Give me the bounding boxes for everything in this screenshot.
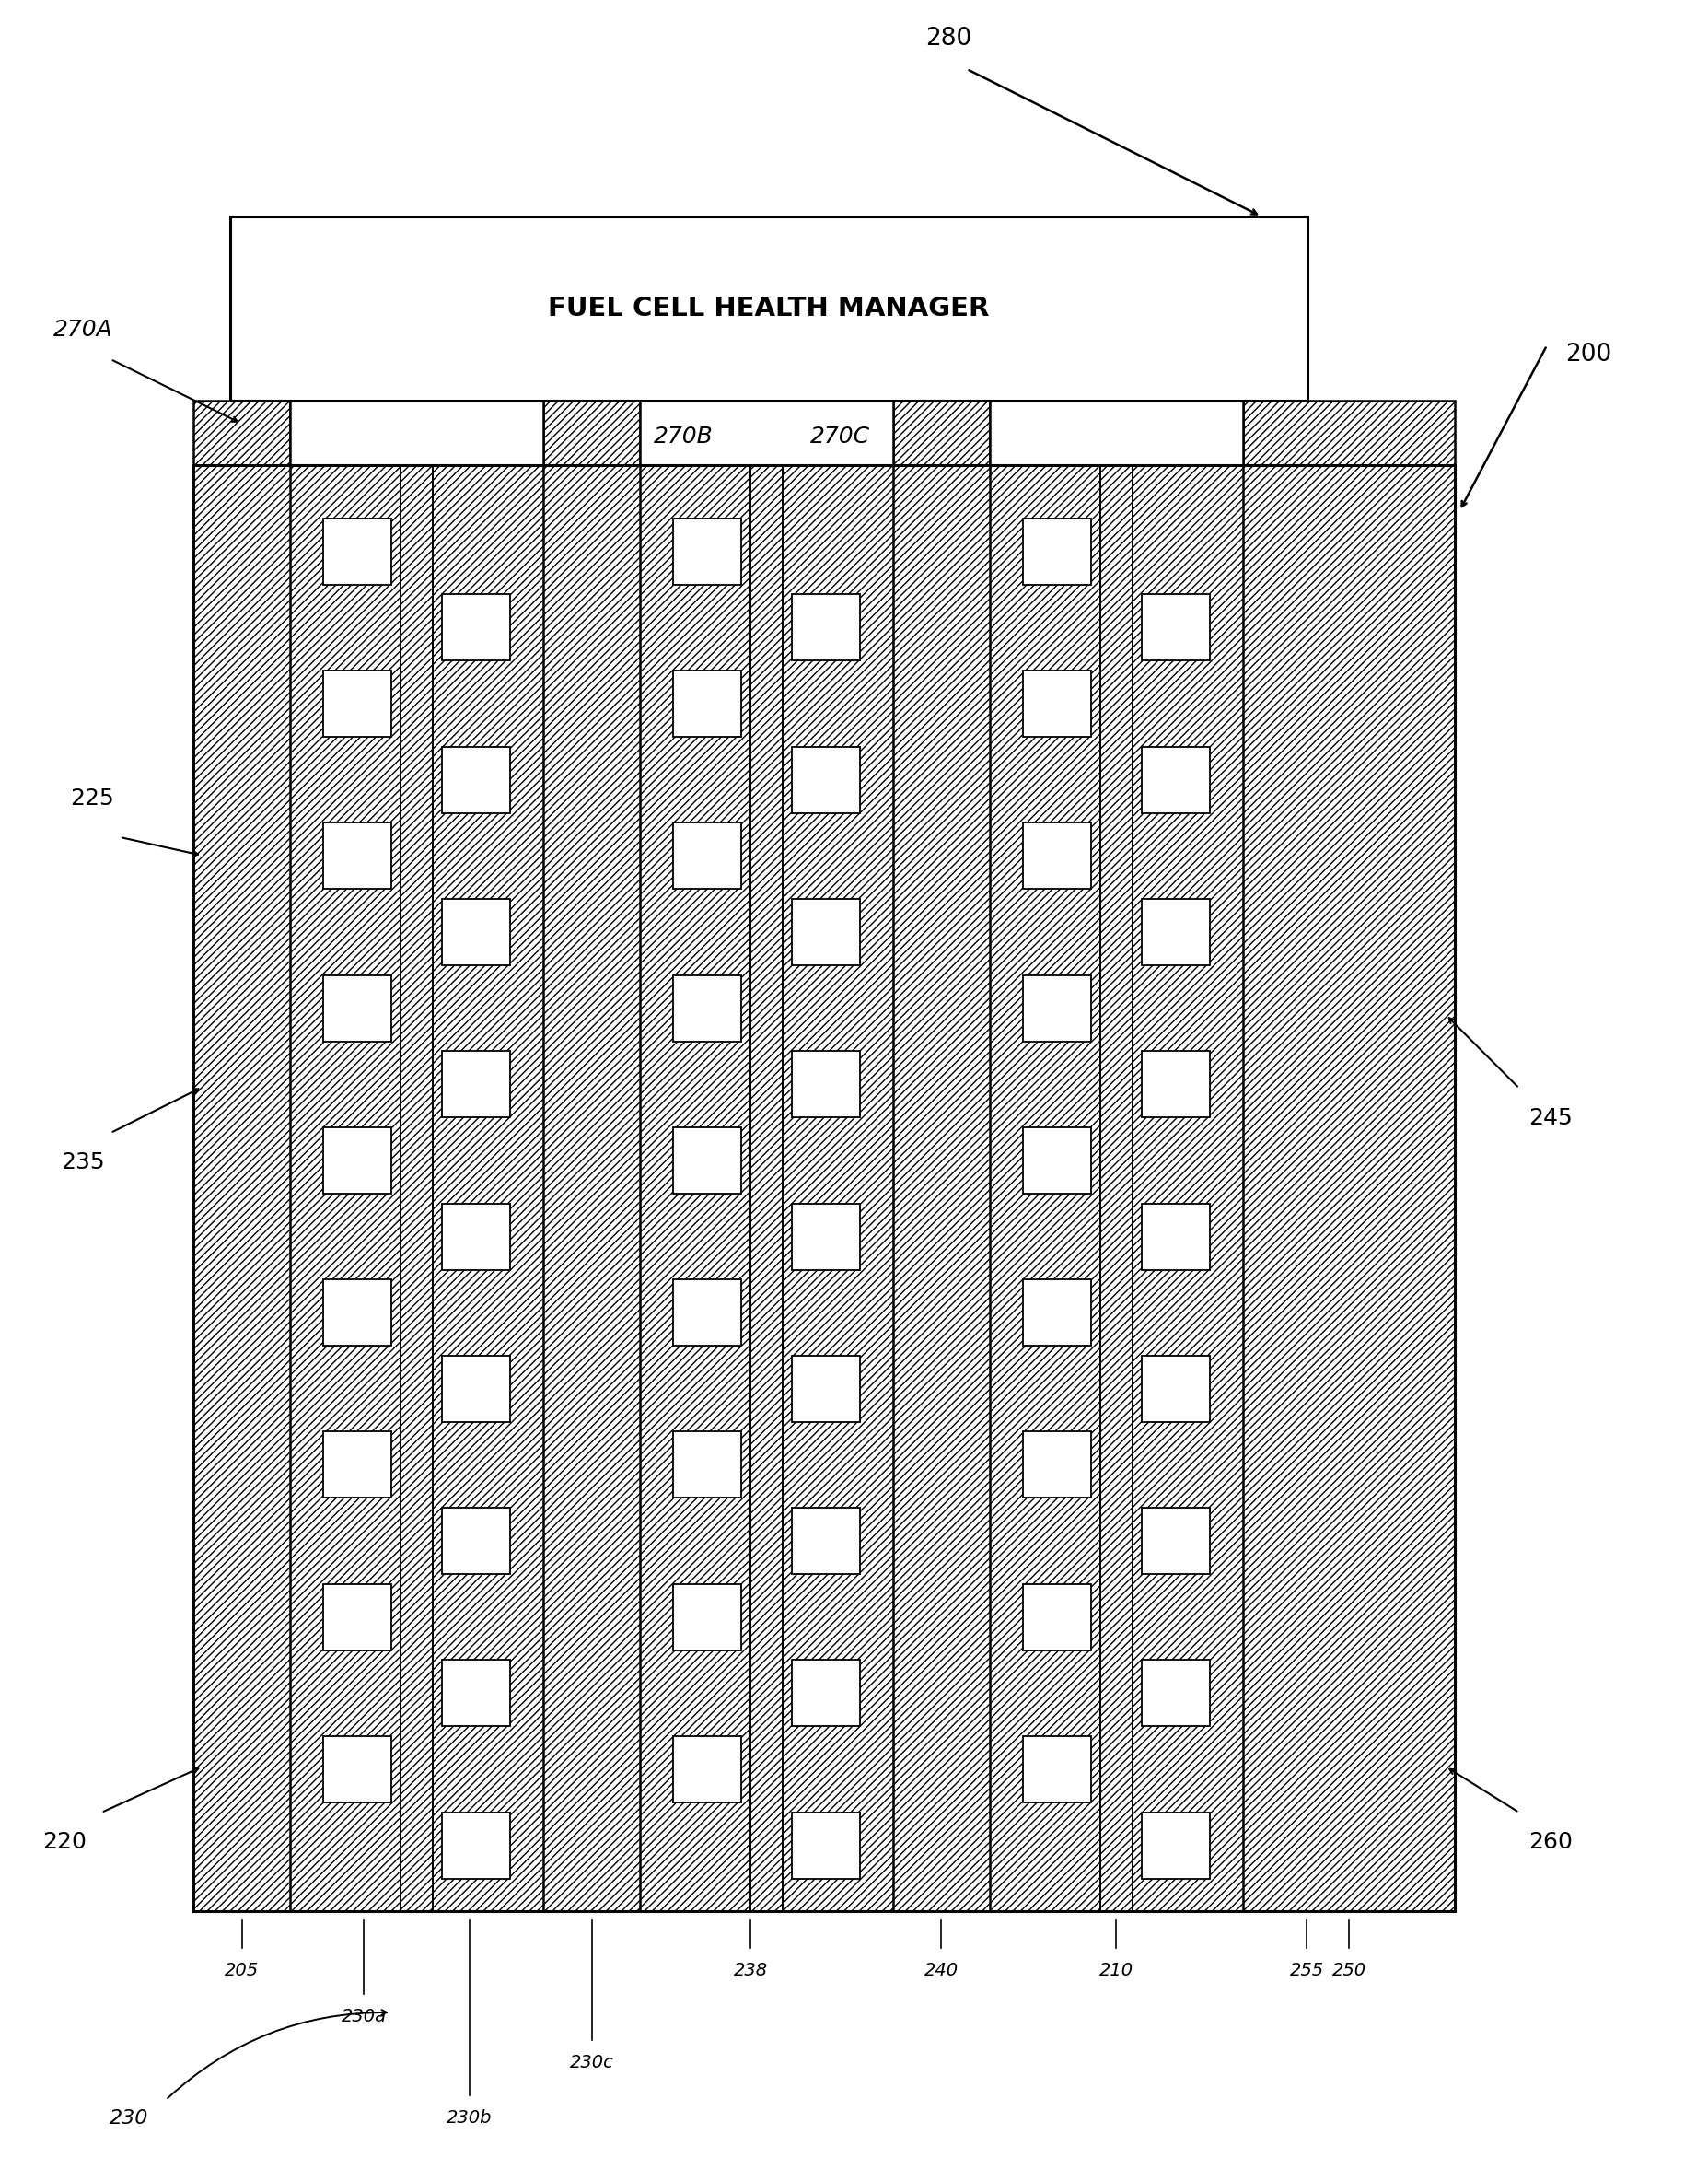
Bar (323, 670, 391, 737)
Bar (673, 1280, 741, 1345)
Bar (791, 594, 859, 662)
Bar (893, 464, 989, 1911)
Bar (1021, 1128, 1090, 1193)
Bar (323, 1128, 391, 1193)
Bar (442, 1204, 511, 1269)
Bar (1021, 670, 1090, 737)
Bar (323, 822, 391, 889)
Bar (193, 464, 290, 1911)
Bar (323, 976, 391, 1041)
Bar (543, 401, 639, 464)
Bar (290, 464, 543, 1911)
Text: 225: 225 (70, 787, 114, 809)
Bar (791, 1356, 859, 1423)
Bar (1141, 1811, 1209, 1878)
Bar (1021, 1735, 1090, 1802)
Bar (442, 1659, 511, 1727)
Bar (193, 464, 1454, 1911)
Text: 238: 238 (733, 1961, 767, 1980)
Text: 260: 260 (1527, 1831, 1571, 1852)
Bar (1141, 1659, 1209, 1727)
Text: 250: 250 (1331, 1961, 1365, 1980)
Bar (1141, 1052, 1209, 1117)
Bar (1141, 1356, 1209, 1423)
Bar (323, 518, 391, 586)
Text: 280: 280 (924, 26, 970, 50)
Bar (673, 670, 741, 737)
Bar (193, 401, 290, 464)
Bar (673, 1735, 741, 1802)
Bar (673, 1128, 741, 1193)
Bar (1021, 1432, 1090, 1499)
Bar (1141, 746, 1209, 813)
Bar (442, 1052, 511, 1117)
Text: 210: 210 (1098, 1961, 1132, 1980)
Bar (1141, 1507, 1209, 1575)
Bar (673, 1583, 741, 1651)
Bar (1100, 464, 1132, 1911)
Bar (791, 1659, 859, 1727)
Bar (442, 594, 511, 662)
Bar (791, 1052, 859, 1117)
Bar (639, 464, 893, 1911)
Bar (323, 1280, 391, 1345)
Text: 200: 200 (1565, 343, 1611, 367)
Bar (791, 1507, 859, 1575)
Bar (1021, 518, 1090, 586)
Bar (442, 1356, 511, 1423)
Bar (1021, 1280, 1090, 1345)
Bar (1141, 1204, 1209, 1269)
Bar (1021, 976, 1090, 1041)
Bar (750, 464, 782, 1911)
Bar (1021, 1583, 1090, 1651)
Bar (673, 1432, 741, 1499)
Bar (1141, 898, 1209, 965)
Bar (639, 464, 893, 1911)
Text: 270B: 270B (654, 425, 712, 447)
Bar (673, 976, 741, 1041)
Bar (673, 822, 741, 889)
Text: 255: 255 (1290, 1961, 1324, 1980)
Bar (442, 898, 511, 965)
Bar (989, 464, 1242, 1911)
Bar (791, 898, 859, 965)
Bar (290, 401, 543, 464)
Bar (1242, 401, 1454, 464)
Bar (400, 464, 432, 1911)
Bar (989, 401, 1242, 464)
Bar (1141, 594, 1209, 662)
Text: 230c: 230c (569, 2054, 613, 2071)
Bar (323, 1583, 391, 1651)
Bar (442, 746, 511, 813)
Bar (673, 518, 741, 586)
Text: 205: 205 (224, 1961, 258, 1980)
Bar (193, 464, 1454, 1911)
Bar (1242, 464, 1454, 1911)
Bar (442, 1507, 511, 1575)
Bar (543, 464, 639, 1911)
Bar (231, 217, 1307, 401)
Text: 230b: 230b (446, 2108, 492, 2126)
Bar (791, 1811, 859, 1878)
Bar (1021, 822, 1090, 889)
Text: 235: 235 (61, 1152, 104, 1173)
Bar (791, 746, 859, 813)
Bar (989, 464, 1242, 1911)
Text: 230a: 230a (342, 2008, 386, 2026)
Bar (442, 1811, 511, 1878)
Text: 270A: 270A (53, 319, 113, 341)
Text: 220: 220 (43, 1831, 87, 1852)
Bar (791, 1204, 859, 1269)
Bar (290, 464, 543, 1911)
Bar (893, 401, 989, 464)
Text: 270C: 270C (810, 425, 869, 447)
Text: 230: 230 (109, 2108, 149, 2128)
Text: FUEL CELL HEALTH MANAGER: FUEL CELL HEALTH MANAGER (548, 295, 989, 321)
Bar (323, 1735, 391, 1802)
Text: 240: 240 (924, 1961, 958, 1980)
Text: 245: 245 (1527, 1106, 1571, 1128)
Bar (639, 401, 893, 464)
Bar (323, 1432, 391, 1499)
